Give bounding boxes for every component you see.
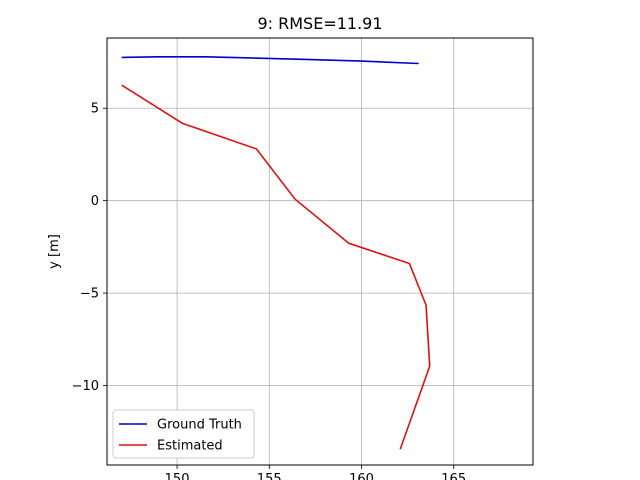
x-tick-label: 150	[165, 472, 190, 480]
x-tick-label: 160	[349, 472, 374, 480]
series-line-0	[121, 56, 419, 65]
legend-box	[112, 409, 255, 459]
series-lines	[121, 56, 431, 450]
ticks: 150 155 160 165 5 0 −5 −10	[72, 102, 467, 480]
series-line-1	[121, 84, 431, 450]
plot-frame	[106, 37, 534, 466]
legend-label-0: Ground Truth	[157, 418, 242, 433]
legend: Ground Truth Estimated	[112, 409, 255, 459]
y-tick-label: −10	[72, 379, 99, 394]
y-axis-label: y [m]	[47, 234, 62, 269]
chart-title: 9: RMSE=11.91	[257, 14, 382, 33]
x-tick-label: 155	[257, 472, 282, 480]
y-tick-label: 5	[91, 102, 99, 117]
grid	[107, 38, 533, 465]
y-tick-label: −5	[80, 287, 99, 302]
y-tick-label: 0	[91, 194, 99, 209]
x-tick-label: 165	[441, 472, 466, 480]
legend-label-1: Estimated	[157, 439, 223, 454]
